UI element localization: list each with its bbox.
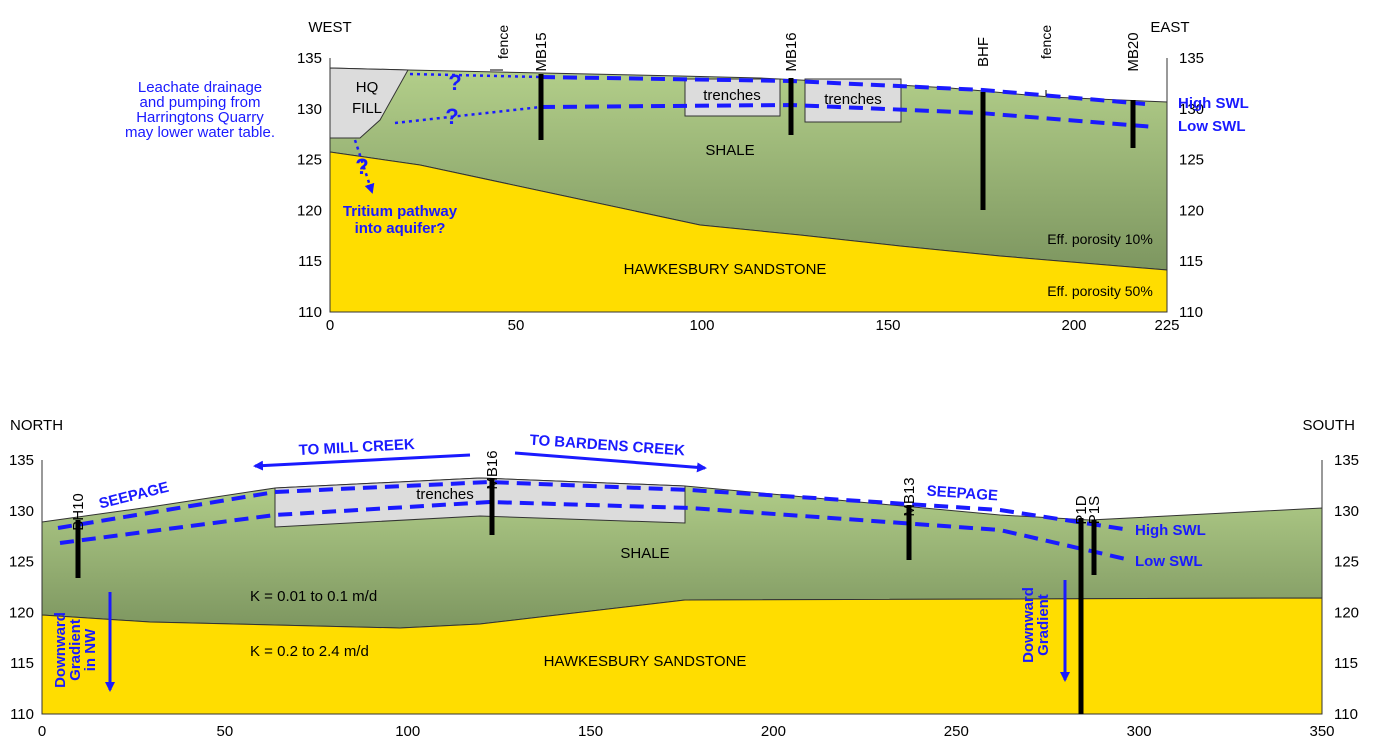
y-tick-label: 135: [1334, 452, 1359, 469]
borehole-label: MB13: [901, 477, 918, 516]
legend: Low SWL: [1135, 553, 1203, 570]
direction: NORTH: [10, 417, 63, 434]
question-mark: ?: [448, 70, 461, 95]
y-tick-label: 125: [297, 152, 322, 169]
borehole-label: MB16: [783, 32, 800, 71]
y-tick-label: 135: [297, 50, 322, 67]
x-tick-label: 50: [508, 317, 525, 334]
question-mark: ?: [445, 104, 458, 129]
label: HAWKESBURY SANDSTONE: [624, 261, 827, 278]
x-tick-label: 100: [395, 723, 420, 740]
y-tick-label: 110: [1179, 304, 1203, 321]
note: may lower water table.: [125, 124, 275, 141]
y-tick-label: 130: [9, 503, 34, 520]
direction: SOUTH: [1303, 417, 1356, 434]
flow-label: TO MILL CREEK: [298, 436, 415, 459]
y-tick-label: 110: [1334, 706, 1358, 723]
label: HQ: [356, 79, 379, 96]
y-tick-label: 110: [298, 304, 322, 321]
x-tick-label: 250: [944, 723, 969, 740]
borehole-label: MB15: [533, 32, 550, 71]
label: SHALE: [620, 545, 669, 562]
y-tick-label: 120: [9, 604, 34, 621]
x-tick-label: 200: [1061, 317, 1086, 334]
label: K = 0.01 to 0.1 m/d: [250, 588, 377, 605]
y-tick-label: 130: [1334, 503, 1359, 520]
y-tick-label: 120: [1334, 604, 1359, 621]
note: Gradient: [1035, 594, 1052, 656]
x-tick-label: 0: [38, 723, 46, 740]
borehole-label: P1S: [1086, 496, 1103, 524]
borehole-label: BH10: [70, 493, 87, 531]
label: Eff. porosity 50%: [1047, 283, 1153, 299]
y-tick-label: 115: [1179, 253, 1203, 270]
x-tick-label: 50: [217, 723, 234, 740]
label: trenches: [703, 87, 761, 104]
question-mark: ?: [355, 154, 368, 179]
y-tick-label: 120: [297, 202, 322, 219]
legend: Low SWL: [1178, 118, 1246, 135]
x-tick-label: 0: [326, 317, 334, 334]
x-tick-label: 300: [1127, 723, 1152, 740]
note: Tritium pathway: [343, 203, 458, 220]
x-tick-label: 225: [1154, 317, 1179, 334]
note: in NW: [82, 628, 99, 671]
y-tick-label: 125: [9, 554, 34, 571]
y-tick-label: 125: [1334, 554, 1359, 571]
y-tick-label: 135: [9, 452, 34, 469]
legend: High SWL: [1178, 95, 1249, 112]
borehole-label: MB20: [1125, 32, 1142, 71]
y-tick-label: 115: [298, 253, 322, 270]
x-tick-label: 150: [578, 723, 603, 740]
legend: High SWL: [1135, 522, 1206, 539]
x-tick-label: 350: [1309, 723, 1334, 740]
borehole-label: MB16: [484, 450, 501, 489]
flow-arrow: [255, 455, 470, 466]
label: trenches: [824, 91, 882, 108]
cross-sections: 0501001502002251101101151151201201251251…: [0, 0, 1377, 748]
x-tick-label: 200: [761, 723, 786, 740]
label: fence: [495, 25, 511, 59]
borehole-label: BHF: [975, 37, 992, 67]
note: into aquifer?: [355, 220, 446, 237]
y-tick-label: 130: [297, 101, 322, 118]
y-tick-label: 110: [10, 706, 34, 723]
label: SEEPAGE: [926, 483, 998, 505]
label: fence: [1038, 25, 1054, 59]
label: HAWKESBURY SANDSTONE: [544, 653, 747, 670]
label: SHALE: [705, 142, 754, 159]
x-tick-label: 100: [689, 317, 714, 334]
label: Eff. porosity 10%: [1047, 231, 1153, 247]
y-tick-label: 115: [10, 655, 34, 672]
label: K = 0.2 to 2.4 m/d: [250, 643, 369, 660]
y-tick-label: 115: [1334, 655, 1358, 672]
label: trenches: [416, 486, 474, 503]
direction: WEST: [308, 19, 351, 36]
y-tick-label: 125: [1179, 152, 1204, 169]
x-tick-label: 150: [875, 317, 900, 334]
direction: EAST: [1150, 19, 1189, 36]
y-tick-label: 120: [1179, 202, 1204, 219]
label: FILL: [352, 100, 382, 117]
y-tick-label: 135: [1179, 50, 1204, 67]
